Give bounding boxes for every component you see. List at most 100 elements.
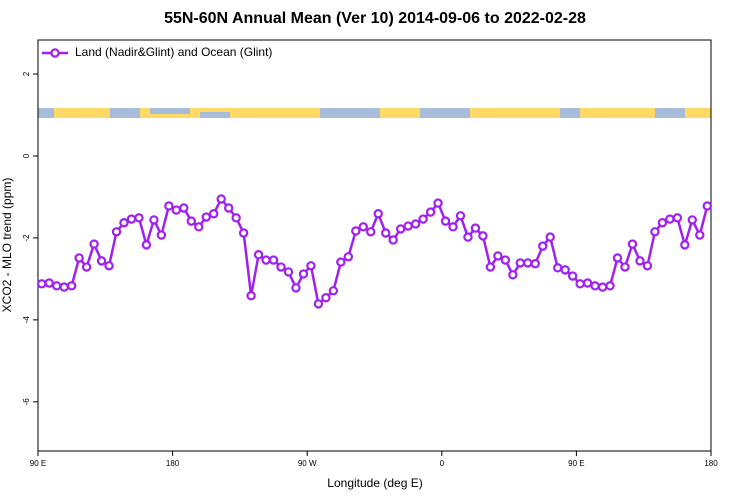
data-point: [134, 213, 144, 223]
legend-marker: [50, 48, 60, 58]
data-point: [156, 230, 167, 240]
data-point: [179, 203, 189, 213]
data-point: [126, 214, 137, 224]
data-point: [650, 227, 660, 237]
data-point: [620, 262, 630, 272]
data-point: [343, 252, 354, 262]
data-point: [478, 231, 488, 241]
x-tick-label: 180: [704, 459, 718, 468]
data-point: [605, 281, 615, 291]
data-point: [37, 279, 47, 289]
data-point: [612, 253, 623, 263]
data-point: [231, 213, 241, 223]
data-point: [373, 209, 383, 219]
data-point: [560, 265, 570, 275]
data-point: [388, 235, 398, 245]
data-point: [403, 221, 413, 231]
data-point: [590, 281, 600, 291]
legend-label: Land (Nadir&Glint) and Ocean (Glint): [75, 45, 272, 59]
data-point: [164, 201, 174, 211]
x-tick-label: 0: [440, 459, 445, 468]
data-point: [642, 261, 653, 271]
data-point: [81, 262, 92, 272]
data-point: [493, 251, 503, 261]
data-point: [695, 230, 705, 240]
data-point: [216, 194, 226, 204]
x-tick-label: 90 E: [30, 459, 46, 468]
x-tick-label: 90 W: [298, 459, 317, 468]
data-point: [485, 262, 496, 272]
chart-title: 55N-60N Annual Mean (Ver 10) 2014-09-06 …: [164, 10, 586, 27]
data-point: [261, 255, 271, 265]
data-point: [336, 257, 346, 267]
data-point: [455, 211, 466, 221]
data-point: [418, 214, 428, 224]
data-point: [702, 201, 712, 211]
data-point: [104, 261, 114, 271]
data-point: [171, 205, 182, 215]
data-point: [582, 278, 593, 288]
data-point: [291, 283, 301, 293]
data-point: [672, 213, 683, 223]
data-point: [268, 255, 279, 265]
data-point: [89, 239, 99, 249]
y-tick-label: 0: [22, 153, 31, 158]
data-point: [96, 256, 107, 266]
data-point: [575, 279, 585, 289]
data-point: [665, 214, 675, 224]
data-point: [313, 299, 324, 309]
data-point: [328, 286, 339, 296]
data-point: [470, 223, 481, 233]
land-ocean-strip: [38, 108, 711, 118]
data-point: [463, 232, 473, 242]
data-point: [381, 228, 391, 238]
data-point: [149, 215, 159, 225]
data-point: [253, 250, 264, 260]
x-tick-label: 90 E: [568, 459, 584, 468]
data-point: [209, 209, 219, 219]
data-point: [246, 290, 256, 301]
data-point: [66, 281, 77, 291]
data-point: [238, 228, 249, 238]
data-point: [538, 241, 548, 251]
data-point: [44, 278, 54, 288]
data-point: [74, 253, 84, 263]
data-point: [366, 227, 376, 237]
data-point: [680, 240, 690, 250]
data-point: [276, 262, 286, 272]
x-axis-label: Longitude (deg E): [327, 476, 422, 490]
y-axis-label: XCO2 - MLO trend (ppm): [0, 178, 14, 313]
data-point: [515, 258, 526, 268]
data-point: [321, 293, 331, 303]
data-point: [223, 203, 234, 213]
data-point: [351, 226, 361, 236]
y-tick-label: -6: [22, 398, 31, 406]
data-point: [657, 218, 668, 228]
data-point: [448, 222, 458, 232]
data-point: [201, 212, 211, 222]
data-point: [111, 227, 122, 237]
data-point: [553, 263, 563, 273]
data-point: [141, 240, 152, 250]
data-point: [433, 198, 443, 208]
data-point: [508, 270, 518, 280]
data-point: [194, 222, 204, 232]
data-point: [283, 267, 294, 277]
data-point: [635, 256, 645, 266]
data-point: [59, 282, 69, 292]
data-point: [395, 224, 406, 234]
data-point: [119, 218, 129, 228]
data-point: [523, 258, 533, 268]
data-point: [597, 282, 608, 292]
data-point: [358, 222, 368, 232]
data-point: [298, 269, 309, 279]
y-tick-label: -2: [22, 234, 31, 242]
plot-frame: [37, 39, 712, 452]
data-point: [567, 271, 578, 281]
data-point: [627, 239, 638, 249]
data-point: [306, 261, 316, 271]
y-tick-label: -4: [22, 316, 31, 324]
x-tick-label: 180: [166, 459, 180, 468]
data-point: [687, 215, 698, 225]
